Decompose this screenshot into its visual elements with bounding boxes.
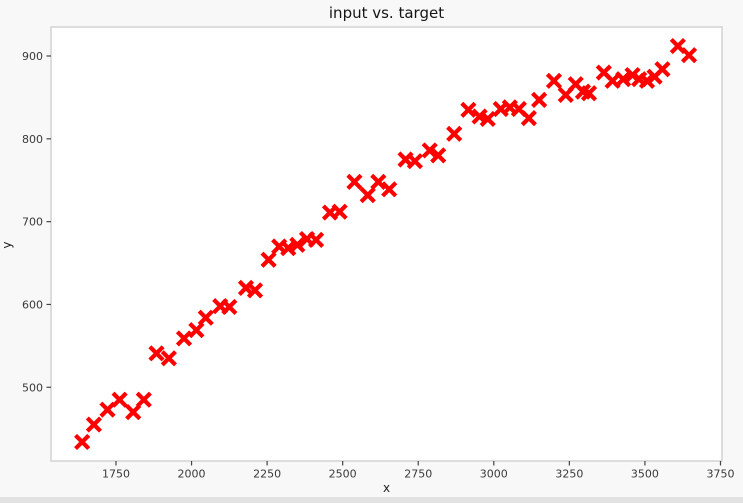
scatter-point: [111, 391, 128, 408]
scatter-point: [85, 416, 103, 433]
scatter-point: [175, 330, 193, 347]
scatter-point: [615, 71, 632, 88]
x-tick-label: 2000: [178, 468, 206, 481]
scatter-point: [188, 322, 205, 339]
x-tick-label: 2250: [253, 468, 281, 481]
x-tick-label: 3750: [706, 468, 734, 481]
scatter-point: [421, 142, 438, 159]
scatter-point: [160, 350, 177, 367]
scatter-point: [221, 298, 238, 316]
plot-panel: [50, 26, 723, 462]
x-axis-label: x: [382, 481, 391, 495]
y-tick-label: 800: [22, 133, 43, 146]
scatter-point: [135, 391, 152, 408]
scatter-point: [280, 240, 297, 257]
scatter-point: [331, 203, 348, 220]
scatter-point: [406, 153, 423, 170]
scatter-point: [346, 173, 363, 190]
scatter-point: [74, 433, 91, 451]
scatter-point: [680, 47, 698, 64]
scatter-point: [520, 110, 537, 127]
scatter-point: [99, 401, 116, 418]
x-tick-label: 2750: [404, 468, 432, 481]
scatter-point: [246, 282, 264, 299]
y-axis-label: y: [0, 241, 14, 249]
scatter-point: [531, 91, 548, 108]
scatter-point: [430, 147, 447, 164]
chart-title: input vs. target: [328, 4, 445, 22]
scatter-point: [654, 61, 671, 78]
x-tick-label: 3000: [480, 468, 508, 481]
scatter-point: [307, 231, 325, 248]
scatter-point: [125, 404, 142, 421]
x-tick-label: 3500: [631, 468, 659, 481]
scatter-point: [359, 187, 376, 204]
scatter-point: [446, 125, 463, 142]
scatter-point: [479, 110, 496, 128]
y-tick-label: 900: [22, 50, 43, 63]
scatter-point: [580, 85, 598, 102]
scatter-point: [148, 345, 165, 362]
y-tick-label: 600: [22, 298, 43, 311]
y-tick-label: 700: [22, 216, 43, 229]
scatter-point: [197, 309, 214, 326]
scatter-points: [74, 37, 698, 451]
axis-ticks: 1750 2000 2250 2500 2750 3000 3250 3500 3750 500 6…: [22, 50, 734, 481]
scatter-point: [381, 181, 398, 198]
scatter-point: [289, 236, 306, 253]
x-tick-label: 2500: [329, 468, 357, 481]
x-tick-label: 1750: [102, 468, 130, 481]
scatter-point: [370, 173, 387, 190]
window-bottom-strip: [0, 497, 743, 503]
x-tick-label: 3250: [555, 468, 583, 481]
scatter-point: [260, 251, 277, 268]
y-tick-label: 500: [22, 381, 43, 394]
scatter-point: [460, 101, 477, 118]
scatter-point: [545, 72, 563, 89]
